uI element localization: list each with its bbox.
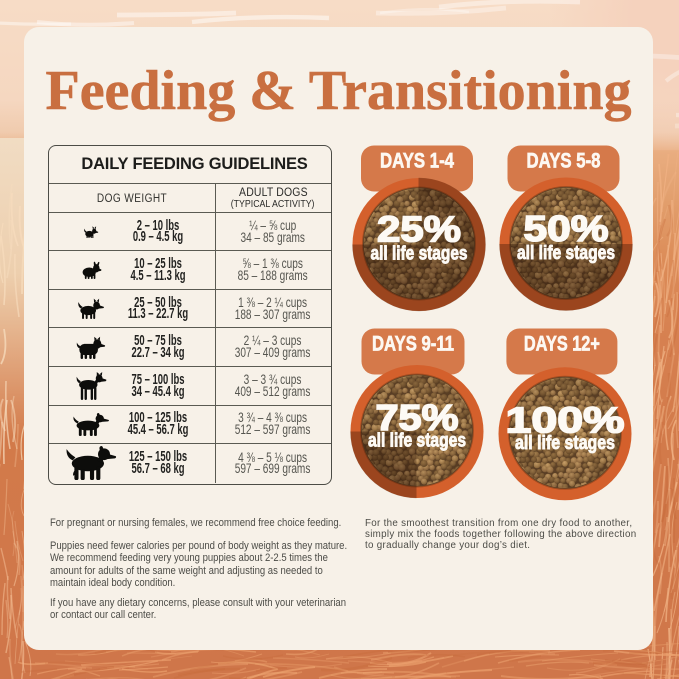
svg-text:75%: 75% [375,397,458,438]
svg-text:all life stages: all life stages [368,430,466,452]
svg-text:25%: 25% [377,208,461,249]
svg-text:DAYS 9-11: DAYS 9-11 [372,332,454,356]
svg-text:DAYS 1-4: DAYS 1-4 [380,148,454,172]
svg-text:all life stages: all life stages [517,242,615,264]
svg-text:all life stages: all life stages [371,242,468,264]
svg-text:50%: 50% [523,208,608,249]
svg-text:all life stages: all life stages [515,432,615,454]
svg-text:DAYS 12+: DAYS 12+ [524,332,600,356]
svg-text:100%: 100% [506,399,625,440]
svg-text:DAYS 5-8: DAYS 5-8 [526,148,600,172]
